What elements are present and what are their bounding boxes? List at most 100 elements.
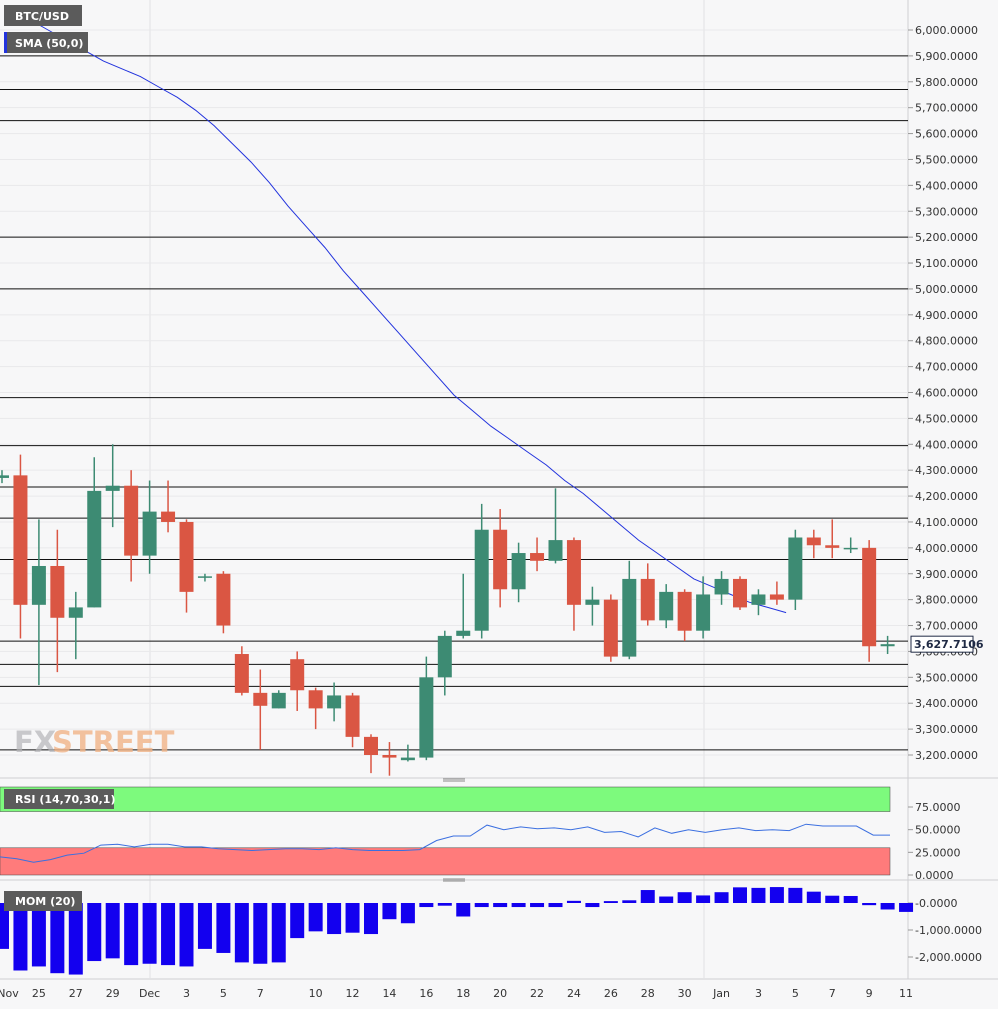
mom-bar (530, 903, 545, 908)
mom-bar (419, 903, 434, 908)
candle-body (327, 695, 342, 709)
x-tick-label: 5 (792, 987, 799, 1000)
legend-sma-box (4, 32, 88, 53)
x-tick-label: Dec (139, 987, 160, 1000)
candle-body (880, 644, 895, 647)
x-tick-label: 11 (899, 987, 913, 1000)
mom-bar (511, 903, 526, 908)
x-tick-label: 7 (829, 987, 836, 1000)
candle-body (161, 511, 176, 522)
price-tick-label: 5,600.0000 (915, 128, 978, 141)
mom-bar (769, 887, 784, 903)
mom-bar (880, 903, 895, 910)
candle-body (622, 578, 637, 657)
candle-body (50, 565, 65, 618)
candle-body (603, 599, 618, 657)
candle-body (862, 547, 877, 647)
price-tick-label: 3,400.0000 (915, 697, 978, 710)
mom-bar (585, 903, 600, 908)
candle-body (769, 594, 784, 600)
candle-body (696, 594, 711, 631)
legend-symbol: BTC/USD (15, 10, 69, 23)
mom-bar (733, 887, 747, 903)
mom-bar (327, 903, 342, 935)
mom-bar (899, 903, 914, 912)
legend-mom-box (4, 891, 82, 911)
candle-body (530, 553, 545, 561)
x-tick-label: 27 (69, 987, 83, 1000)
mom-bar (677, 892, 692, 903)
x-tick-label: 16 (419, 987, 433, 1000)
price-tick-label: 5,200.0000 (915, 231, 978, 244)
mom-bar (271, 903, 286, 963)
mom-bar (161, 903, 176, 966)
mom-bar (142, 903, 157, 964)
mom-tick-label: -1,000.0000 (915, 924, 982, 937)
candle-body (216, 573, 231, 626)
candle-body (179, 521, 194, 592)
candle-body (68, 607, 83, 618)
mom-bar (714, 892, 729, 903)
candle-body (364, 736, 378, 755)
mom-bar (382, 903, 397, 920)
mom-bar (105, 903, 120, 959)
candle-body (585, 599, 600, 605)
x-tick-label: 30 (678, 987, 692, 1000)
legend-symbol-box (4, 5, 82, 26)
candle-body (419, 677, 434, 758)
legend-rsi-box (4, 789, 114, 809)
price-tick-label: 5,700.0000 (915, 102, 978, 115)
price-tick-label: 5,500.0000 (915, 153, 978, 166)
mom-bar (364, 903, 378, 935)
price-tick-label: 4,600.0000 (915, 387, 978, 400)
price-pane-bg (0, 0, 998, 778)
mom-bar (437, 903, 452, 906)
mom-tick-label: -2,000.0000 (915, 951, 982, 964)
candle-body (474, 529, 489, 631)
x-tick-label: 25 (32, 987, 46, 1000)
rsi-tick-label: 75.0000 (915, 801, 961, 814)
candle-body (105, 485, 120, 491)
x-tick-label: 18 (456, 987, 470, 1000)
price-tick-label: 5,100.0000 (915, 257, 978, 270)
candle-body (493, 529, 508, 590)
candle-body (87, 490, 102, 608)
candle-body (400, 757, 415, 761)
price-tick-label: 5,900.0000 (915, 50, 978, 63)
mom-bar (216, 903, 231, 953)
candle-body (271, 692, 286, 709)
candle-body (566, 540, 581, 605)
price-tick-label: 4,400.0000 (915, 438, 978, 451)
x-tick-label: 29 (106, 987, 120, 1000)
rsi-overbought-zone (0, 786, 891, 812)
candle-body (714, 578, 729, 595)
mom-bar (751, 887, 766, 903)
mom-bar (456, 903, 471, 917)
candle-body (142, 511, 157, 556)
candle-body (308, 690, 323, 709)
x-tick-label: 9 (866, 987, 873, 1000)
x-tick-label: 3 (755, 987, 762, 1000)
rsi-tick-label: 50.0000 (915, 824, 961, 837)
rsi-tick-label: 0.0000 (915, 869, 954, 882)
mom-bar (345, 903, 360, 933)
current-price-tag (910, 635, 974, 653)
mom-bar (400, 903, 415, 924)
mom-bar (659, 896, 674, 903)
x-tick-label: 3 (183, 987, 190, 1000)
candle-body (253, 692, 268, 706)
candle-body (788, 537, 803, 600)
price-tick-label: 5,000.0000 (915, 283, 978, 296)
price-tick-label: 3,500.0000 (915, 671, 978, 684)
price-tick-label: 4,700.0000 (915, 361, 978, 374)
candle-body (13, 475, 28, 605)
price-tick-label: 5,800.0000 (915, 76, 978, 89)
candle-body (234, 654, 249, 693)
mom-bar (124, 903, 139, 966)
x-tick-label: 22 (530, 987, 544, 1000)
candle-body (382, 755, 397, 758)
fxstreet-watermark: FX (14, 725, 56, 759)
legend-sma: SMA (50,0) (15, 37, 83, 50)
x-tick-label: 20 (493, 987, 507, 1000)
